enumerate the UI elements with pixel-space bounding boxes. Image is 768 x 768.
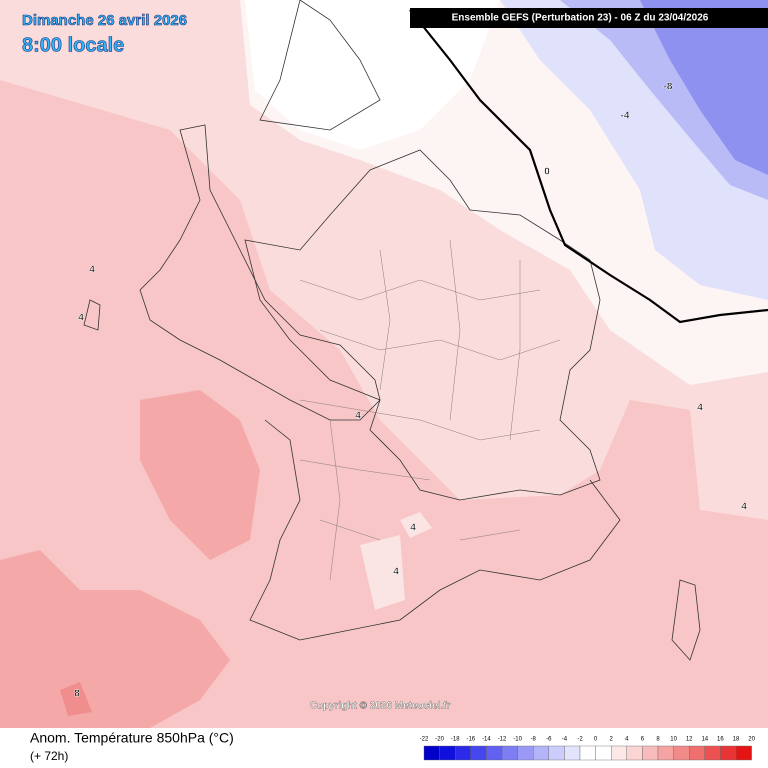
contour-label: 4 [410, 523, 416, 534]
colorbar-label: -6 [546, 737, 552, 743]
colorbar-label: 16 [717, 737, 724, 743]
contour-label: 4 [355, 411, 361, 422]
contour-label: 8 [74, 689, 80, 700]
colorbar-label: 0 [594, 737, 598, 743]
contour-label: 4 [78, 313, 84, 324]
colorbar-label: 8 [656, 737, 660, 743]
colorbar-label: 10 [670, 737, 677, 743]
map-background [0, 0, 768, 728]
colorbar-label: -12 [498, 737, 507, 743]
colorbar-label: -16 [466, 737, 475, 743]
copyright: Copyright © 2026 Meteociel.fr [310, 701, 451, 712]
lead-label: (+ 72h) [30, 749, 68, 763]
contour-label: 4 [393, 567, 399, 578]
colorbar-swatch [423, 745, 440, 761]
colorbar-swatch [595, 745, 612, 761]
colorbar-swatch [517, 745, 534, 761]
colorbar-label: -4 [562, 737, 568, 743]
colorbar-swatch [564, 745, 581, 761]
contour-label: 4 [697, 403, 703, 414]
colorbar-swatch [611, 745, 628, 761]
colorbar-swatch [657, 745, 674, 761]
colorbar-label: -20 [435, 737, 444, 743]
colorbar-label: 4 [625, 737, 629, 743]
run-info: Ensemble GEFS (Perturbation 23) - 06 Z d… [452, 13, 709, 24]
colorbar-swatch [720, 745, 737, 761]
colorbar-label: 14 [701, 737, 708, 743]
colorbar-label: 6 [641, 737, 645, 743]
date-title: Dimanche 26 avril 2026 [22, 12, 187, 29]
colorbar-label: -10 [513, 737, 522, 743]
colorbar-label: -22 [420, 737, 429, 743]
colorbar-label: -2 [577, 737, 583, 743]
colorbar-swatch [704, 745, 721, 761]
colorbar-label: 2 [610, 737, 614, 743]
colorbar-swatch [501, 745, 518, 761]
colorbar-label: 18 [733, 737, 740, 743]
contour-label: -8 [664, 82, 673, 93]
contour-labels: -8 -4 0 4 4 4 4 4 4 4 8 [74, 81, 747, 700]
colorbar-swatch [486, 745, 503, 761]
variable-label: Anom. Température 850hPa (°C) [30, 730, 234, 746]
colorbar-swatch [735, 745, 752, 761]
colorbar-swatch [548, 745, 565, 761]
colorbar: -22 -20 -18 -16 -14 -12 -10 -8 -6 -4 -2 0 2 4 6 8 10 12 14… [420, 737, 756, 761]
colorbar-label: -18 [451, 737, 460, 743]
colorbar-swatch [689, 745, 706, 761]
zero-contour [409, 9, 768, 324]
colorbar-label: -14 [482, 737, 491, 743]
contour-label: 4 [89, 265, 95, 276]
coastlines [83, 0, 701, 661]
colorbar-swatch [439, 745, 456, 761]
contour-label: 4 [741, 502, 747, 513]
colorbar-label: 20 [748, 737, 755, 743]
colorbar-swatch [673, 745, 690, 761]
colorbar-swatch [455, 745, 472, 761]
colorbar-swatch [626, 745, 643, 761]
colorbar-label: 12 [686, 737, 693, 743]
colorbar-swatch [642, 745, 659, 761]
run-box [410, 8, 768, 28]
colorbar-swatch [579, 745, 596, 761]
colorbar-label: -8 [531, 737, 537, 743]
time-title: 8:00 locale [22, 34, 124, 56]
colorbar-swatch [533, 745, 550, 761]
contour-label: 0 [544, 167, 550, 178]
contour-label: -4 [621, 111, 630, 122]
colorbar-swatch [470, 745, 487, 761]
